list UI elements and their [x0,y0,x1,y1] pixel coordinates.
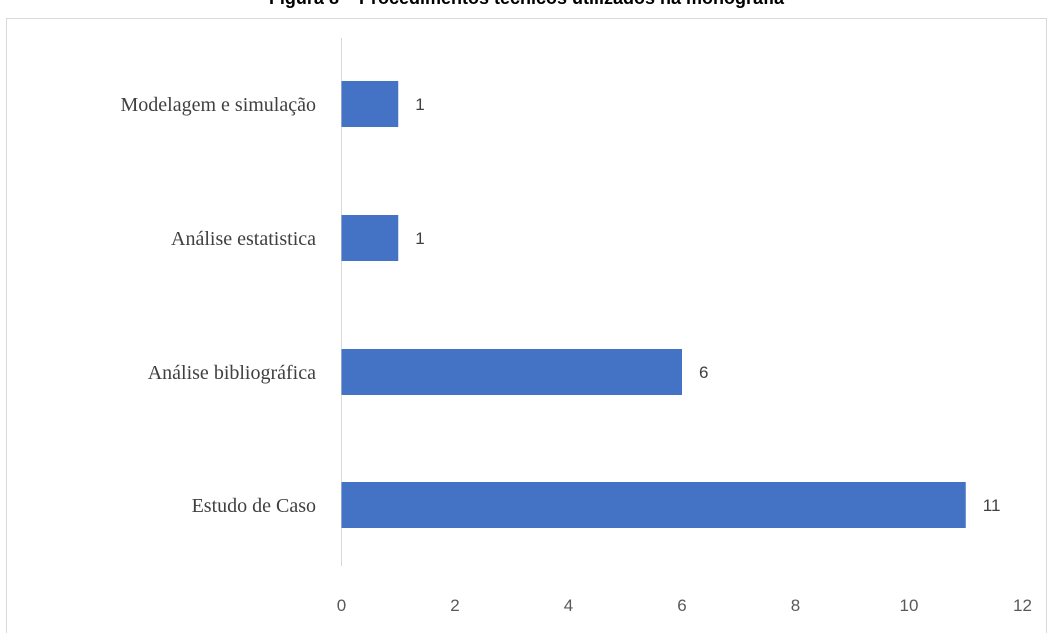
data-label-analise-bibliografica: 6 [699,363,708,382]
bar-estudo-de-caso [341,482,966,528]
x-tick-label-10: 10 [900,596,919,615]
x-tick-label-8: 8 [791,596,800,615]
chart-title: Figura 8 – Procedimentos técnicos utiliz… [0,0,1053,9]
data-label-modelagem-e-simulacao: 1 [415,95,424,114]
x-axis-tick-labels: 0 2 4 6 8 10 12 [337,596,1032,615]
category-label-estudo-de-caso: Estudo de Caso [192,495,316,517]
x-tick-label-2: 2 [450,596,459,615]
bar-analise-bibliografica [341,349,682,395]
category-label-modelagem-e-simulacao: Modelagem e simulação [121,94,317,116]
bar-modelagem-e-simulacao [341,81,399,127]
x-tick-label-0: 0 [337,596,346,615]
data-label-analise-estatistica: 1 [415,229,424,248]
x-tick-label-12: 12 [1013,596,1032,615]
x-tick-label-6: 6 [677,596,686,615]
bars-group [341,81,966,528]
category-label-analise-estatistica: Análise estatistica [171,228,316,250]
data-label-estudo-de-caso: 11 [983,496,1001,515]
chart-frame [6,18,1047,633]
bar-analise-estatistica [341,215,399,261]
category-label-analise-bibliografica: Análise bibliográfica [148,362,316,384]
x-tick-label-4: 4 [564,596,573,615]
category-labels: Modelagem e simulação Análise estatistica… [121,94,317,517]
